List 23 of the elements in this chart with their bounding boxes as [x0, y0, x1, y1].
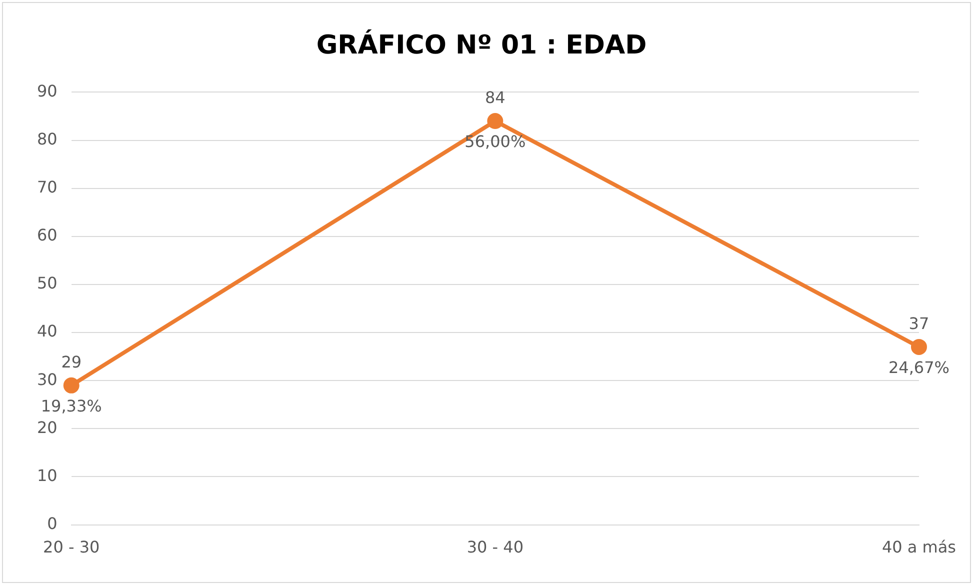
y-tick-label: 0: [47, 514, 58, 533]
y-tick-label: 50: [37, 274, 58, 293]
data-label: 37: [908, 314, 930, 334]
annotation: 56,00%: [464, 132, 526, 152]
point: [487, 113, 504, 130]
data-label: 84: [484, 88, 506, 108]
y-tick-label: 80: [37, 129, 58, 148]
y-tick-label: 20: [37, 418, 58, 437]
data-label: 29: [61, 352, 82, 372]
x-tick-label: 30 - 40: [466, 538, 524, 557]
point: [910, 338, 927, 355]
y-tick-label: 30: [37, 370, 58, 389]
y-tick-label: 90: [37, 81, 58, 100]
annotation: 24,67%: [888, 358, 950, 378]
x-tick-label: 20 - 30: [43, 538, 100, 557]
point: [63, 377, 80, 394]
annotation: 19,33%: [40, 396, 102, 416]
chart-title: GRÁFICO Nº 01 : EDAD: [316, 28, 647, 60]
y-tick-label: 10: [37, 466, 58, 485]
y-tick-label: 70: [37, 177, 58, 196]
x-tick-label: 40 a más: [882, 538, 956, 557]
y-tick-label: 60: [37, 226, 58, 245]
y-tick-label: 40: [37, 322, 58, 341]
